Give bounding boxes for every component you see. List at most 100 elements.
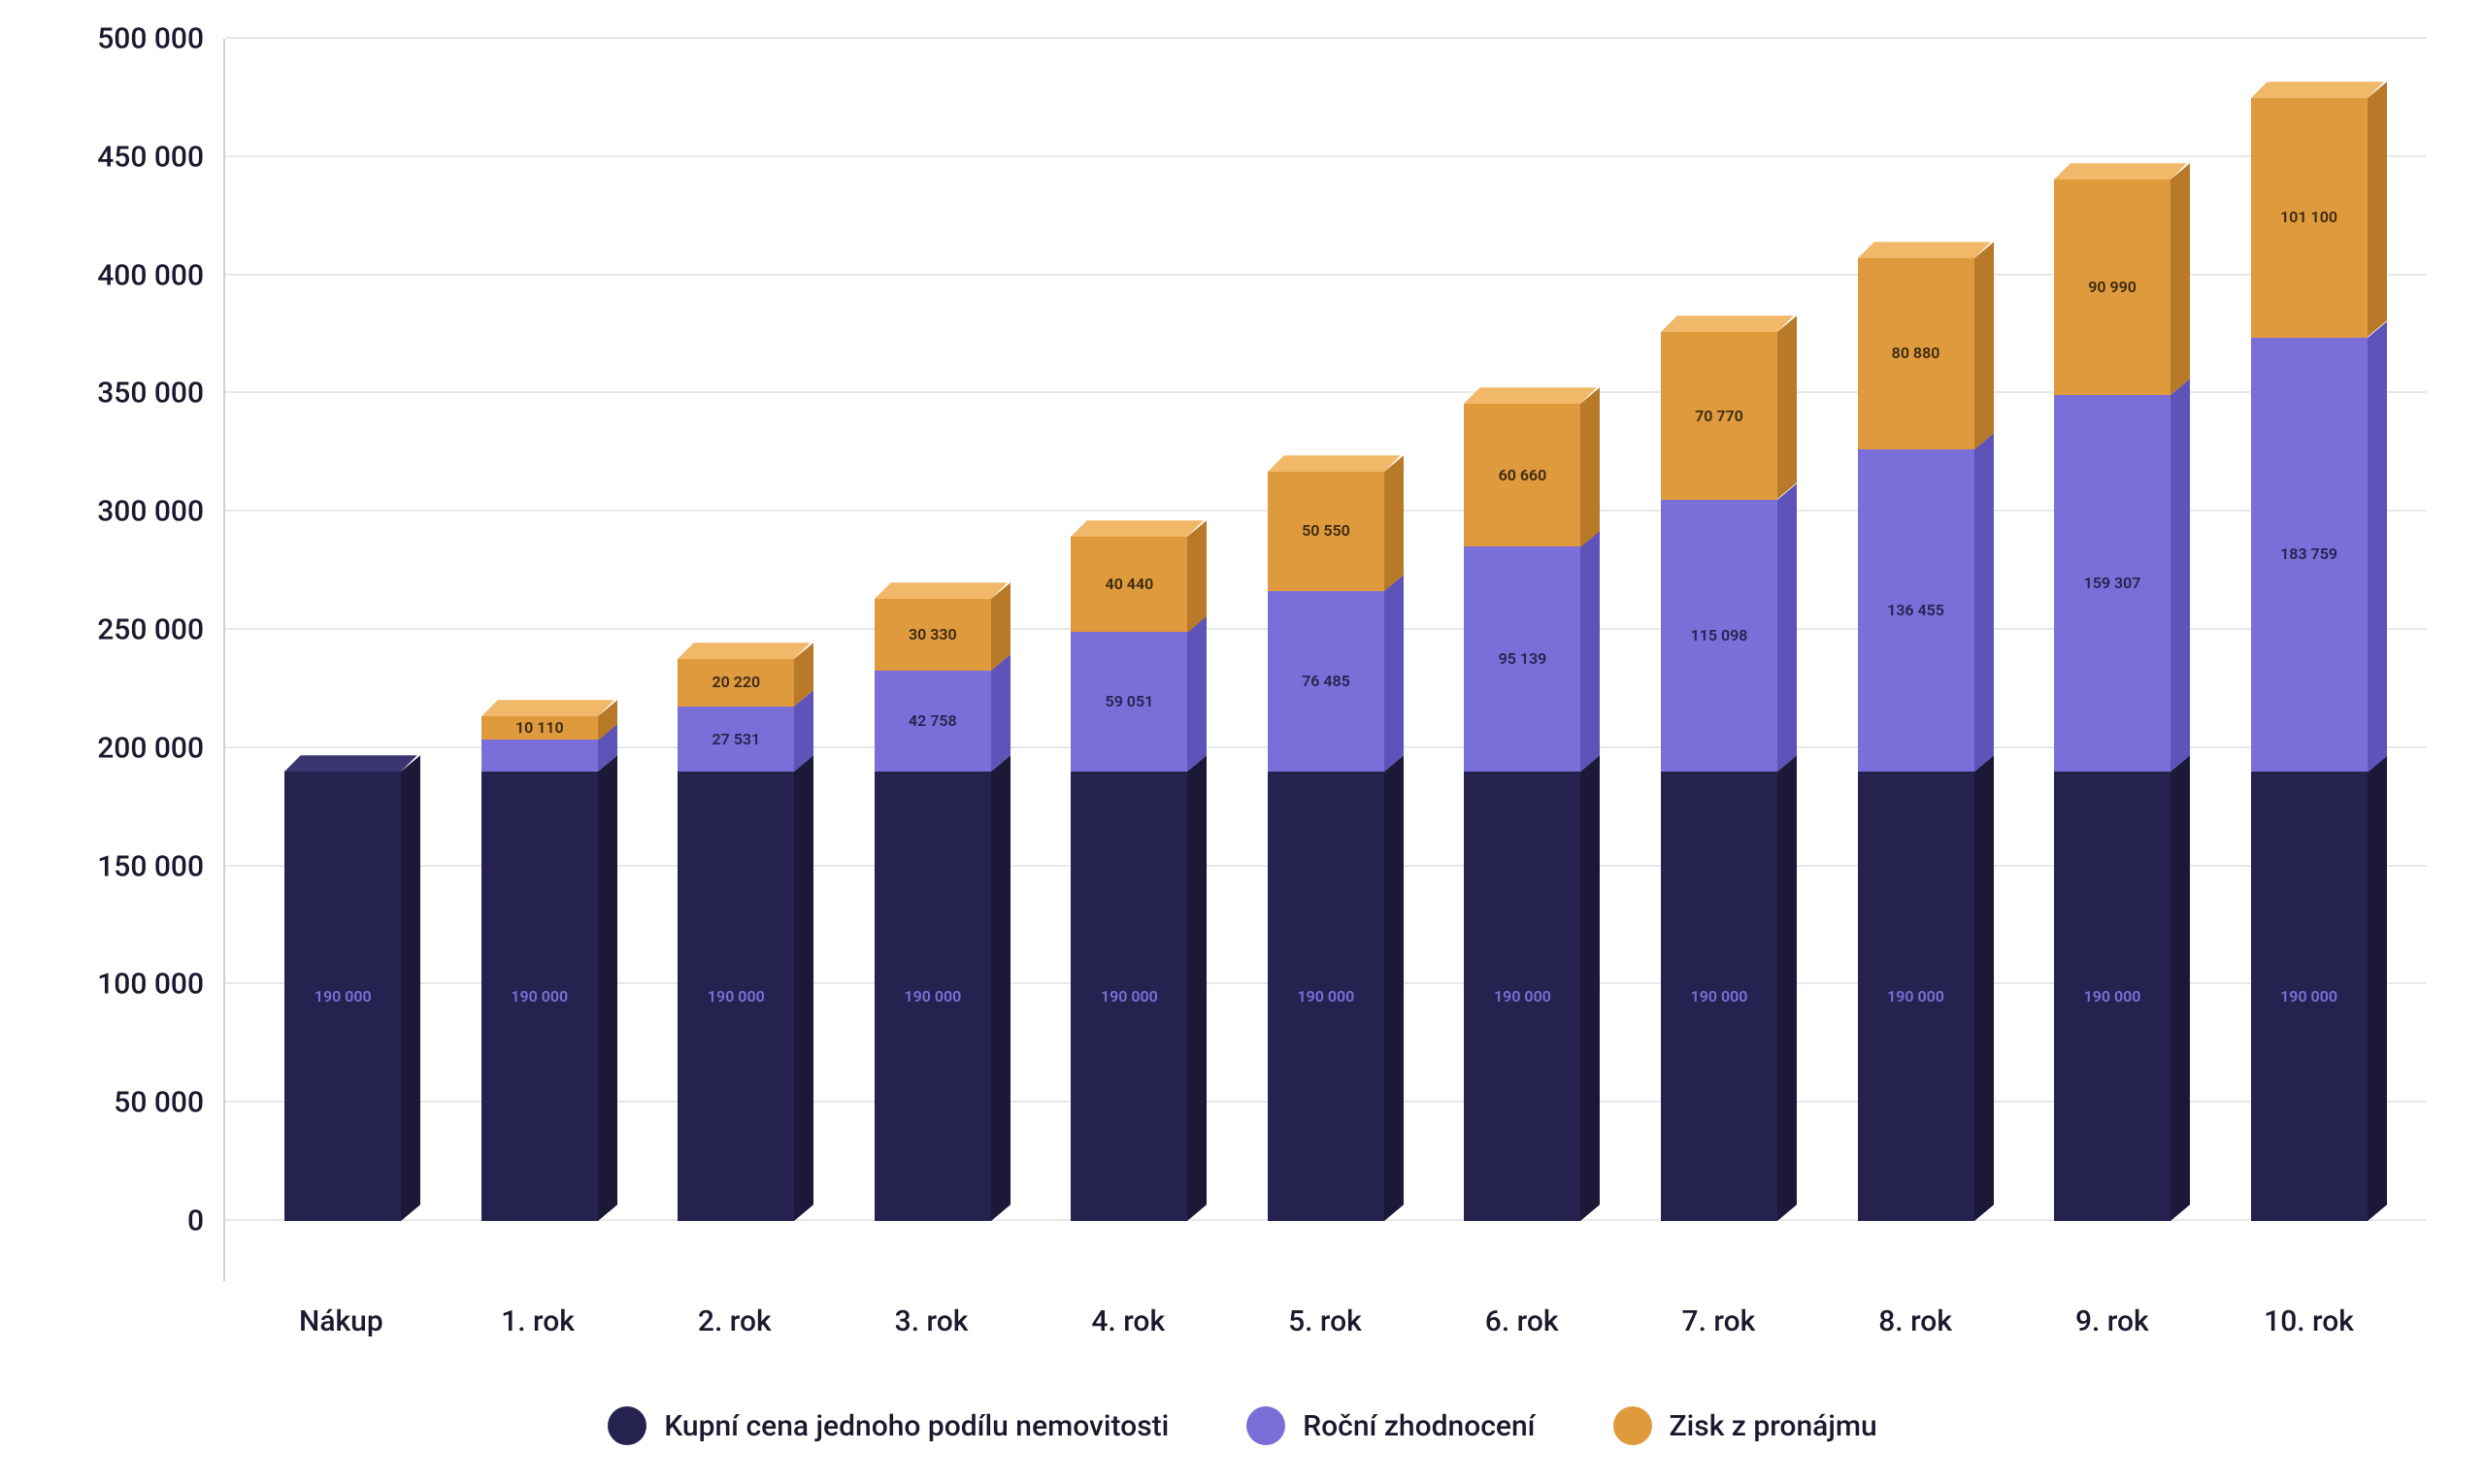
x-tick-label: 8. rok: [1818, 1281, 2012, 1338]
y-tick-label: 200 000: [97, 731, 204, 765]
x-tick-label: 7. rok: [1621, 1281, 1815, 1338]
bar-segment-rent: [2251, 98, 2368, 337]
x-tick-label: 4. rok: [1031, 1281, 1225, 1338]
bar-segment-rent: [1858, 258, 1974, 449]
legend-item: Zisk z pronájmu: [1613, 1406, 1877, 1445]
y-tick-label: 450 000: [97, 140, 204, 174]
bar-segment-appreciation: [678, 707, 794, 772]
x-tick-label: 9. rok: [2015, 1281, 2209, 1338]
bar: 190 000136 45580 880: [1858, 258, 1974, 1221]
legend-label: Roční zhodnocení: [1303, 1409, 1535, 1443]
bar-segment-base: [1661, 772, 1777, 1221]
bar-top-cap: [1464, 387, 1597, 404]
bar-segment-side-appreciation: [1974, 433, 1994, 772]
bar-segment-side-rent: [1580, 387, 1600, 547]
bar-segment-side-base: [1384, 755, 1404, 1221]
legend-item: Kupní cena jednoho podílu nemovitosti: [608, 1406, 1169, 1445]
bar-segment-appreciation: [875, 671, 991, 772]
bar-top-cap: [1858, 242, 1991, 258]
legend: Kupní cena jednoho podílu nemovitosti Roč…: [58, 1406, 2427, 1445]
bar-column: 190 00059 05140 440: [1032, 537, 1226, 1221]
bar-segment-rent: [1071, 537, 1187, 633]
bar-segment-appreciation: [1858, 449, 1974, 772]
y-tick-label: 300 000: [97, 495, 204, 529]
x-tick-label: Nákup: [244, 1281, 438, 1338]
bar-segment-rent: [678, 659, 794, 707]
bar-segment-side-appreciation: [2170, 379, 2190, 772]
bar: 190 000: [284, 772, 401, 1221]
bar-segment-rent: [1464, 404, 1580, 547]
legend-label: Zisk z pronájmu: [1670, 1409, 1877, 1443]
bar-segment-rent: [875, 599, 991, 671]
bar-column: 190 000183 759101 100: [2212, 98, 2406, 1221]
bar: 190 00027 53120 220: [678, 659, 794, 1221]
bar-top-cap: [2251, 82, 2384, 99]
bar-segment-base: [1858, 772, 1974, 1221]
bar-top-cap: [284, 755, 417, 772]
bar-column: 190 000136 45580 880: [1819, 258, 2013, 1221]
bar-segment-appreciation: [1464, 546, 1580, 772]
bar-column: 190 000115 09870 770: [1622, 332, 1816, 1221]
bar-segment-appreciation: [1071, 632, 1187, 772]
bar-segment-side-base: [1974, 755, 1994, 1221]
legend-swatch: [1613, 1406, 1652, 1445]
x-tick-label: 10. rok: [2212, 1281, 2406, 1338]
bar-top-cap: [1071, 520, 1204, 537]
bar-segment-base: [678, 772, 794, 1221]
y-tick-label: 400 000: [97, 258, 204, 292]
bar-segment-side-appreciation: [1777, 483, 1797, 772]
bar-segment-base: [1464, 772, 1580, 1221]
bar-segment-rent: [1268, 472, 1384, 591]
bar-column: 190 00076 48550 550: [1229, 472, 1423, 1221]
bar-top-cap: [1661, 316, 1794, 333]
bar: 190 00010 110: [481, 716, 598, 1221]
bar-segment-base: [2054, 772, 2170, 1221]
bar: 190 00059 05140 440: [1071, 537, 1187, 1221]
x-axis: Nákup1. rok2. rok3. rok4. rok5. rok6. ro…: [223, 1281, 2427, 1338]
bar: 190 000115 09870 770: [1661, 332, 1777, 1221]
legend-swatch: [1246, 1406, 1285, 1445]
bar-segment-rent: [481, 716, 598, 741]
bar-segment-side-rent: [1974, 242, 1994, 449]
bar-column: 190 000159 30790 990: [2015, 180, 2209, 1221]
bar-segment-appreciation: [2251, 338, 2368, 773]
bar-segment-side-base: [2170, 755, 2190, 1221]
bar-segment-side-rent: [2368, 82, 2387, 337]
y-tick-label: 350 000: [97, 377, 204, 411]
bar-segment-side-base: [1580, 755, 1600, 1221]
bar-segment-base: [2251, 772, 2368, 1221]
bar-segment-side-base: [1187, 755, 1207, 1221]
bar-segment-base: [1268, 772, 1384, 1221]
legend-item: Roční zhodnocení: [1246, 1406, 1535, 1445]
bar-segment-appreciation: [1268, 591, 1384, 772]
bar-segment-side-rent: [2170, 164, 2190, 395]
bar-segment-appreciation: [481, 740, 598, 772]
bar-segment-side-base: [598, 755, 617, 1221]
bar-segment-side-base: [1777, 755, 1797, 1221]
y-axis: 050 000100 000150 000200 000250 000300 0…: [58, 39, 223, 1281]
y-tick-label: 50 000: [114, 1086, 204, 1120]
bar-column: 190 00027 53120 220: [639, 659, 833, 1221]
bar-column: 190 000: [246, 772, 440, 1221]
x-tick-label: 6. rok: [1425, 1281, 1619, 1338]
bar-segment-appreciation: [1661, 500, 1777, 772]
bar-segment-rent: [2054, 180, 2170, 395]
bar-segment-side-appreciation: [1580, 531, 1600, 773]
bar-segment-base: [284, 772, 401, 1221]
x-tick-label: 3. rok: [835, 1281, 1029, 1338]
y-tick-label: 500 000: [97, 22, 204, 56]
x-tick-label: 5. rok: [1228, 1281, 1422, 1338]
bar-segment-side-base: [2368, 755, 2387, 1221]
bars-container: 190 000 190 00010 110 190 00027 53120 220 1…: [225, 39, 2427, 1281]
bar: 190 000183 759101 100: [2251, 98, 2368, 1221]
y-tick-label: 250 000: [97, 613, 204, 647]
y-tick-label: 0: [187, 1204, 204, 1238]
bar-top-cap: [1268, 455, 1401, 472]
bar-column: 190 00042 75830 330: [836, 599, 1030, 1221]
bar-segment-side-rent: [1777, 316, 1797, 500]
bar-segment-side-base: [794, 755, 813, 1221]
x-tick-label: 1. rok: [441, 1281, 635, 1338]
stacked-bar-chart: 050 000100 000150 000200 000250 000300 0…: [58, 39, 2427, 1445]
bar: 190 000159 30790 990: [2054, 180, 2170, 1221]
bar-segment-appreciation: [2054, 395, 2170, 772]
